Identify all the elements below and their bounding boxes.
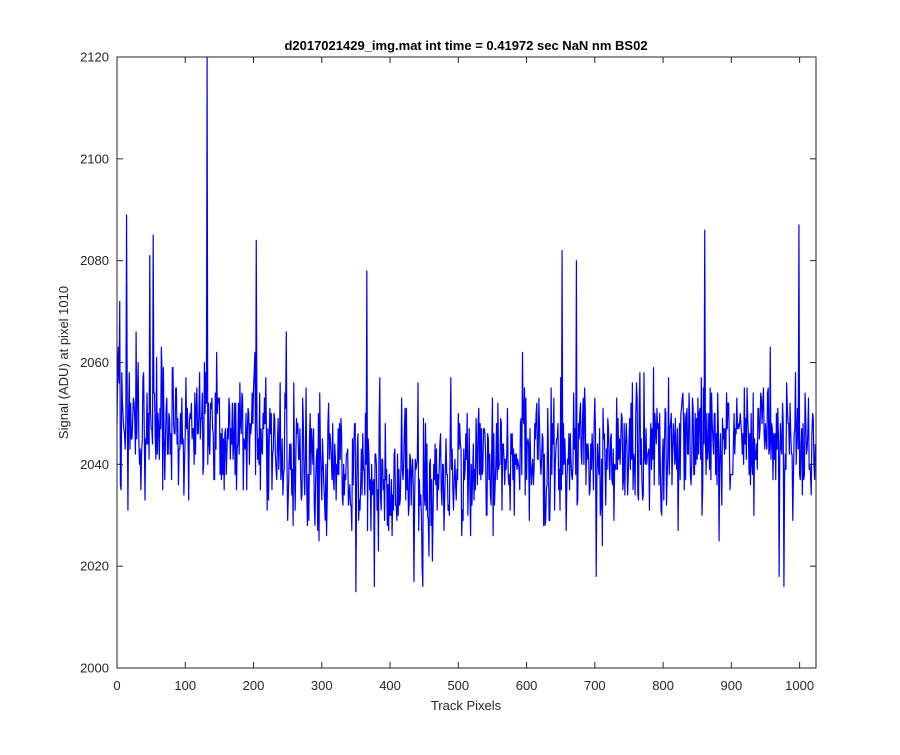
y-tick-label: 2060	[80, 355, 109, 370]
x-tick-label: 200	[243, 678, 265, 693]
y-tick-label: 2020	[80, 559, 109, 574]
x-tick-label: 400	[379, 678, 401, 693]
series-layer	[116, 56, 816, 593]
y-tick-label: 2040	[80, 457, 109, 472]
signal-series-line	[116, 56, 816, 593]
axes-background	[117, 57, 816, 668]
y-tick-label: 2080	[80, 253, 109, 268]
x-tick-label: 100	[174, 678, 196, 693]
x-tick-label: 600	[516, 678, 538, 693]
x-tick-label: 900	[721, 678, 743, 693]
y-tick-label: 2000	[80, 661, 109, 676]
chart-title: d2017021429_img.mat int time = 0.41972 s…	[284, 38, 647, 53]
y-tick-label: 2120	[80, 50, 109, 65]
x-tick-label: 0	[113, 678, 120, 693]
x-tick-label: 1000	[785, 678, 814, 693]
y-tick-label: 2100	[80, 151, 109, 166]
x-axis-label: Track Pixels	[431, 698, 502, 713]
x-tick-label: 700	[584, 678, 606, 693]
x-tick-label: 500	[447, 678, 469, 693]
tick-layer: 0 100 200 300 400 500 600 700 800 900 1000 2000 2020…	[80, 50, 816, 693]
x-tick-label: 300	[311, 678, 333, 693]
y-axis-label: Signal (ADU) at pixel 1010	[56, 286, 71, 439]
x-tick-label: 800	[652, 678, 674, 693]
